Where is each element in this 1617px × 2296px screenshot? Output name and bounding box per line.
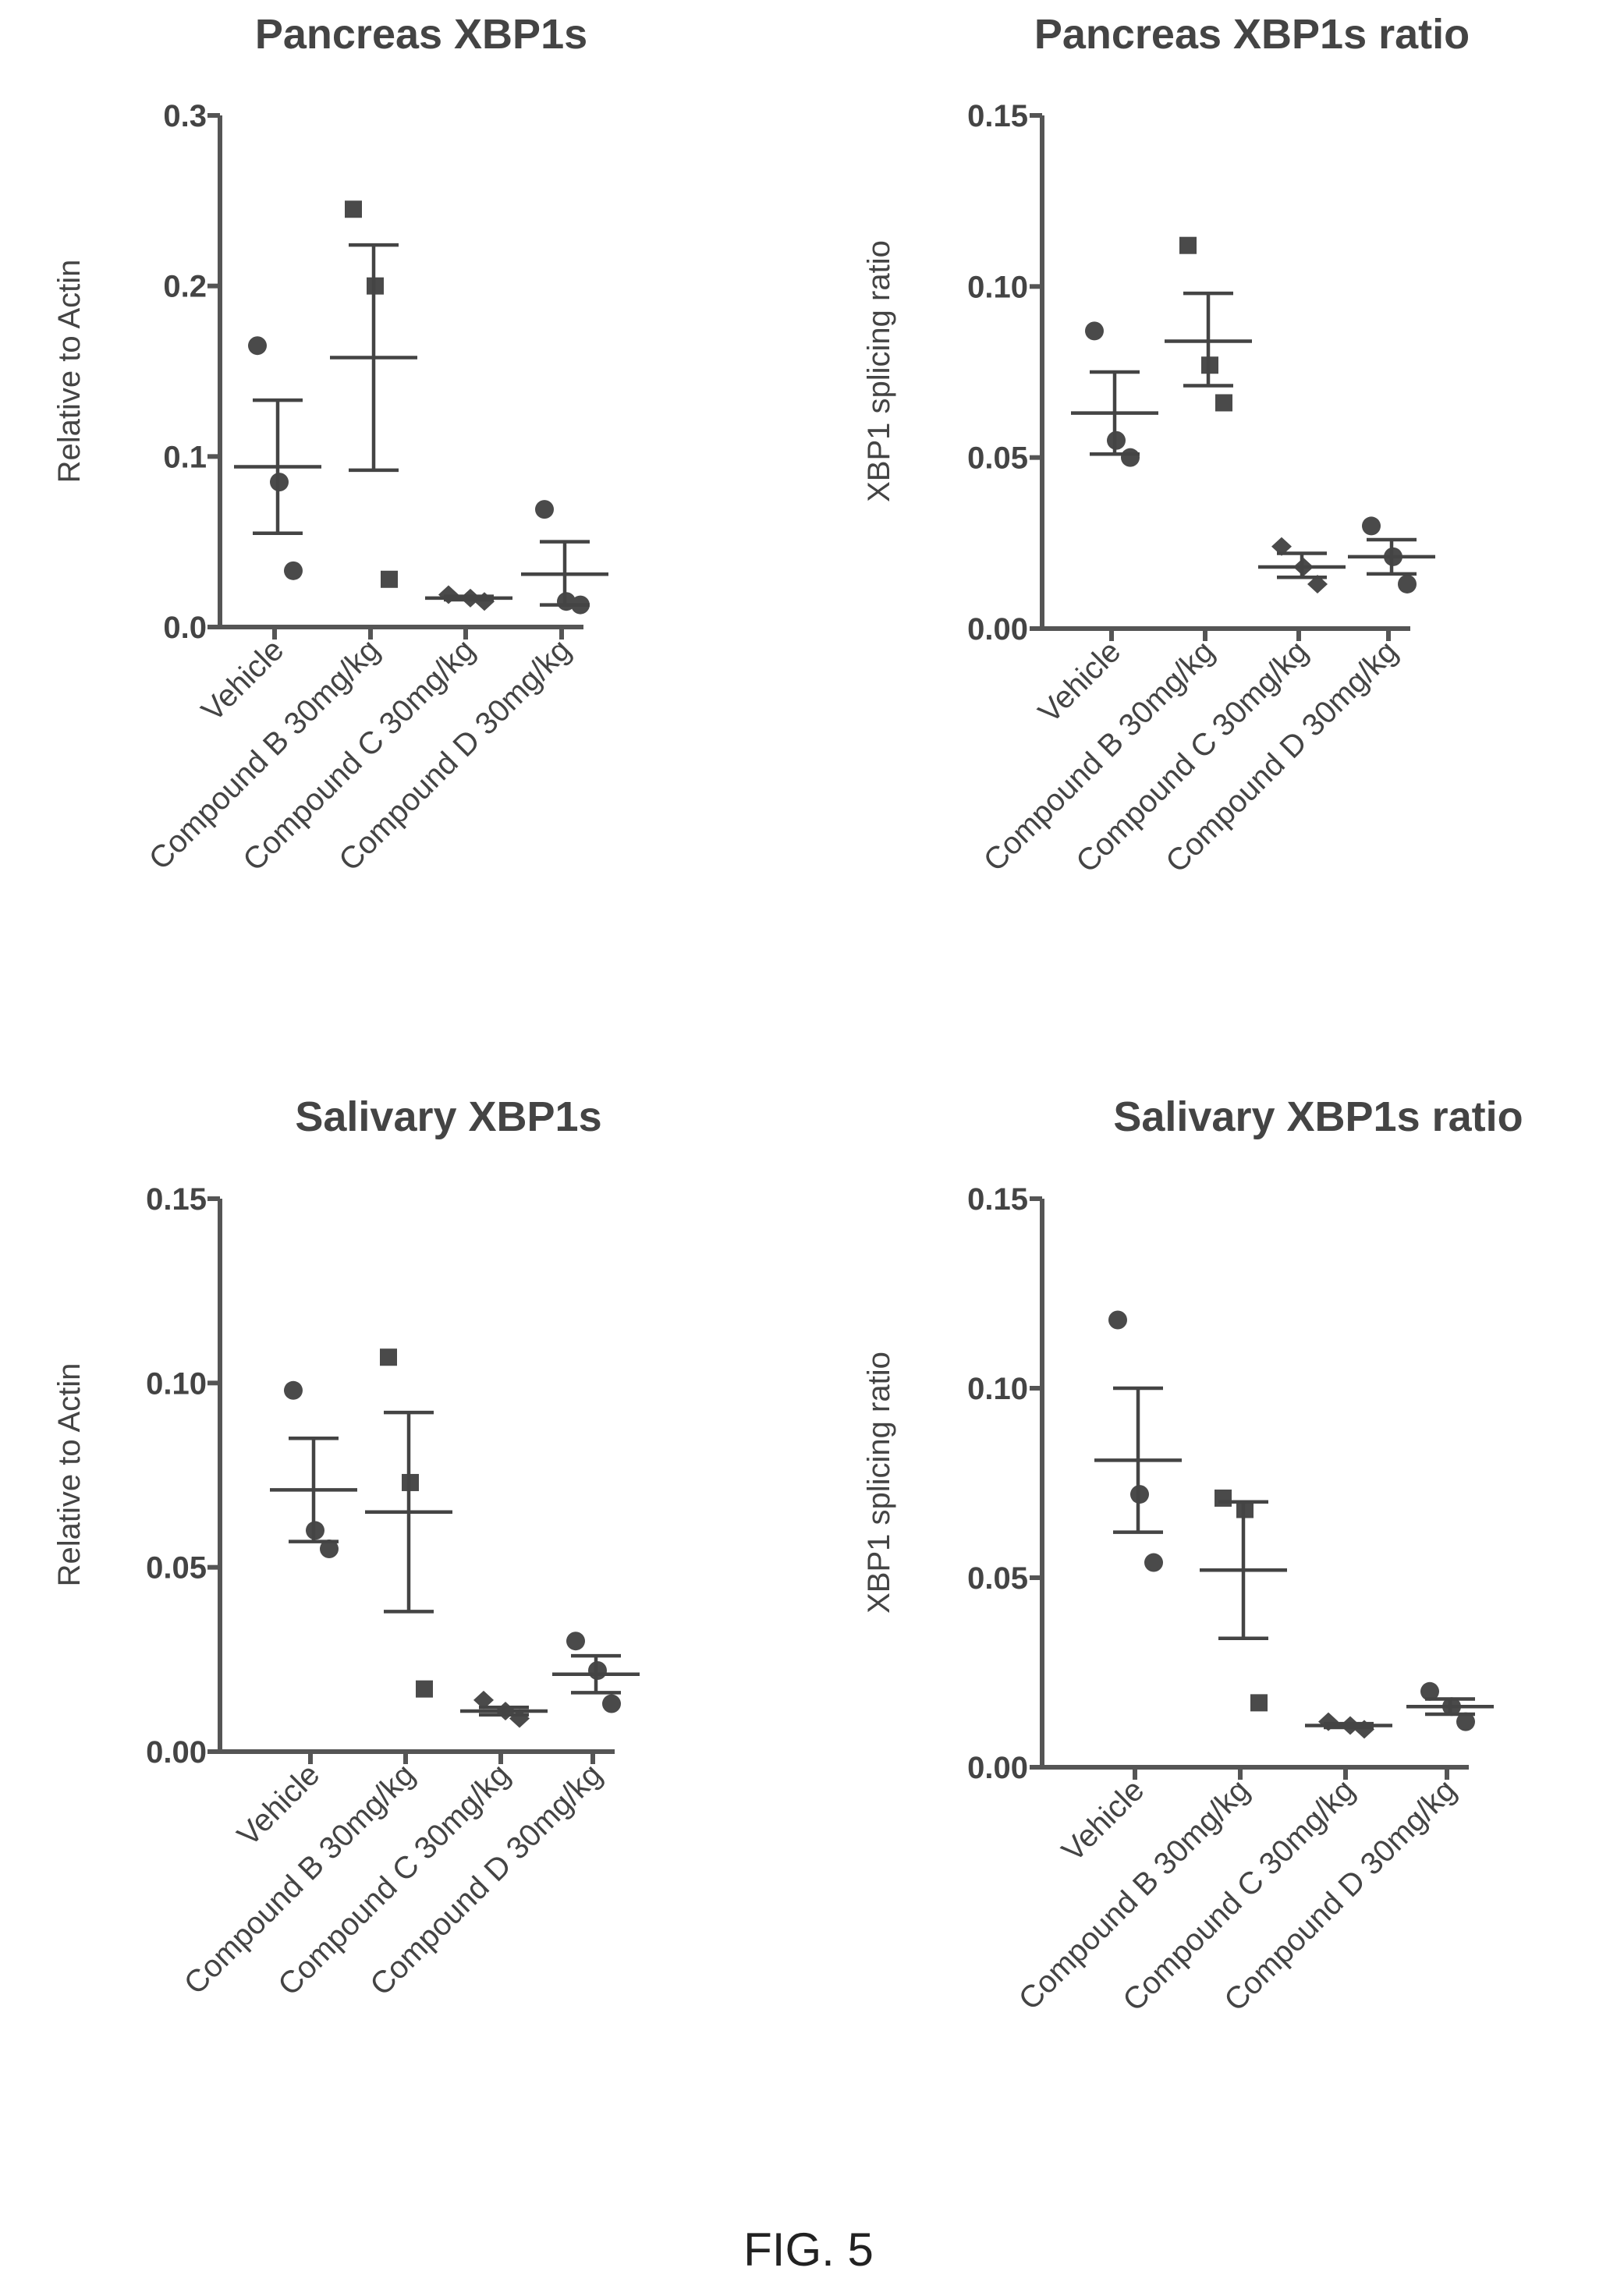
y-tick-label: 0.10 [967, 1372, 1028, 1406]
y-tick-label: 0.05 [146, 1551, 207, 1586]
y-tick-label: 0.15 [967, 99, 1028, 133]
data-point-square [380, 1348, 397, 1366]
y-tick-label: 0.2 [163, 270, 207, 304]
data-point-circle [1144, 1553, 1163, 1572]
y-tick-label: 0.10 [146, 1366, 207, 1401]
y-tick-label: 0.15 [146, 1182, 207, 1217]
data-point-diamond [1271, 537, 1292, 556]
y-axis-label: XBP1 splicing ratio [862, 1352, 896, 1614]
chart-panel-3: Salivary XBP1s 0.00 0.05 0.10 0.15 Relative t… [52, 1093, 640, 2002]
y-tick-label: 0.1 [163, 440, 207, 474]
chart-panel-2: Pancreas XBP1s ratio 0.00 0.05 0.10 0.15 XBP1… [862, 11, 1470, 879]
data-point-square [1250, 1694, 1268, 1712]
y-tick-label: 0.00 [967, 612, 1028, 647]
data-point-circle [602, 1694, 621, 1713]
y-tick-label: 0.05 [967, 1561, 1028, 1596]
data-point-square [1215, 394, 1232, 412]
data-point-circle [284, 561, 303, 580]
data-point-circle [1456, 1712, 1475, 1731]
x-tick-label: Vehicle [1032, 634, 1127, 729]
data-point-square [416, 1680, 433, 1698]
data-point-circle [320, 1540, 339, 1559]
y-tick-label: 0.00 [146, 1735, 207, 1770]
data-point-diamond [473, 1690, 494, 1710]
y-tick-label: 0.05 [967, 441, 1028, 476]
x-tick-label: Vehicle [1055, 1773, 1151, 1868]
data-point-square [1215, 1489, 1232, 1507]
chart-title: Pancreas XBP1s [255, 11, 587, 58]
chart-panel-1: Pancreas XBP1s 0.0 0.1 0.2 0.3 Relative to Ac… [52, 11, 608, 877]
data-point-circle [1108, 1310, 1127, 1330]
data-point-square [345, 200, 362, 218]
y-tick-label: 0.3 [163, 99, 207, 133]
y-axis-label: Relative to Actin [52, 260, 87, 484]
x-tick-label: Vehicle [195, 632, 290, 728]
data-point-circle [1121, 448, 1140, 467]
data-point-circle [1420, 1681, 1439, 1701]
chart-title: Pancreas XBP1s ratio [1034, 11, 1470, 58]
data-point-diamond [1307, 574, 1328, 593]
y-tick-label: 0.10 [967, 270, 1028, 304]
data-point-circle [248, 336, 267, 356]
data-point-circle [284, 1380, 303, 1400]
data-point-circle [566, 1632, 585, 1651]
data-point-circle [1085, 321, 1104, 341]
y-tick-label: 0.15 [967, 1182, 1028, 1217]
y-axis-label: Relative to Actin [52, 1363, 87, 1587]
data-point-circle [1398, 574, 1417, 593]
chart-title: Salivary XBP1s ratio [1113, 1093, 1523, 1140]
x-tick-label: Vehicle [231, 1757, 326, 1852]
y-tick-label: 0.0 [163, 611, 207, 645]
chart-panel-4: Salivary XBP1s ratio 0.00 0.05 0.10 0.15 XBP1… [862, 1093, 1523, 2018]
data-point-square [1179, 236, 1197, 254]
y-tick-label: 0.00 [967, 1751, 1028, 1785]
chart-title: Salivary XBP1s [295, 1093, 601, 1140]
y-axis-label: XBP1 splicing ratio [862, 240, 896, 502]
data-point-circle [535, 500, 554, 519]
data-point-circle [1362, 516, 1381, 536]
figure-caption: FIG. 5 [743, 2223, 874, 2276]
data-point-square [381, 570, 398, 588]
